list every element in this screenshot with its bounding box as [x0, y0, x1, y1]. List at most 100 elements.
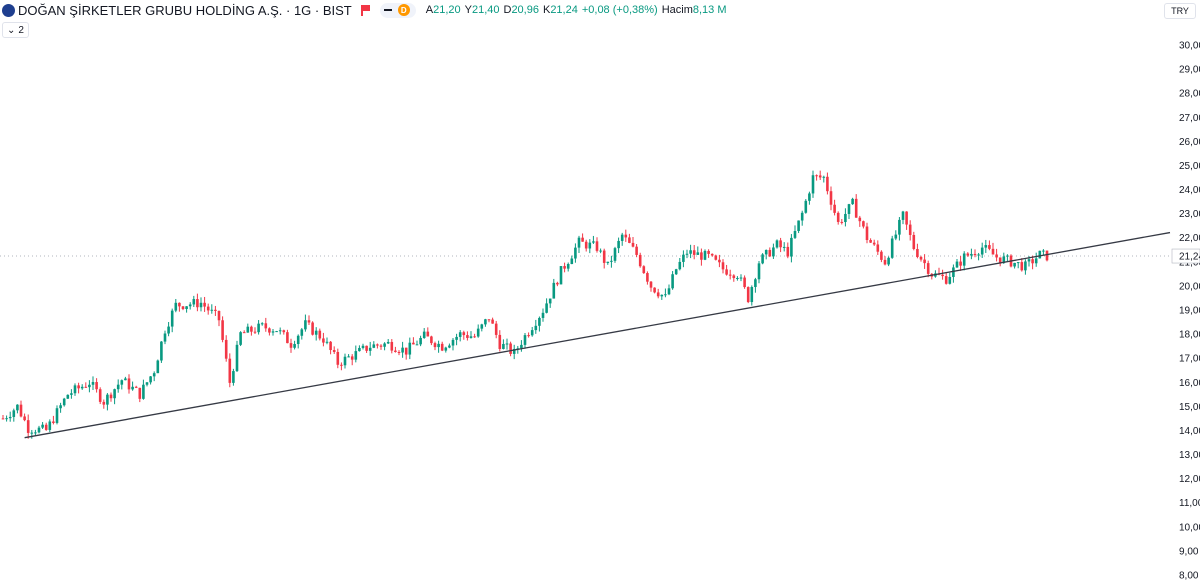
- candle-body: [908, 224, 912, 235]
- candle-body: [692, 250, 696, 255]
- candle-body: [329, 341, 332, 351]
- y-tick-label: 12,00: [1179, 474, 1200, 485]
- candle-body: [844, 213, 847, 223]
- candle-body: [739, 277, 743, 279]
- candle-body: [836, 212, 840, 222]
- candle-body: [487, 319, 491, 321]
- candle-body: [368, 347, 372, 351]
- candle-body: [278, 330, 282, 332]
- candle-body: [541, 312, 545, 318]
- candle-body: [818, 175, 822, 178]
- y-tick-label: 17,00: [1179, 354, 1200, 365]
- candle-body: [624, 234, 628, 238]
- candle-body: [725, 269, 728, 275]
- candle-body: [1024, 261, 1027, 271]
- open-value: 21,20: [433, 4, 461, 16]
- candle-body: [264, 323, 268, 329]
- candle-body: [466, 335, 469, 338]
- volume-label: Hacim: [661, 4, 693, 16]
- price-axis[interactable]: 30,00 29,00 28,00 27,00 26,00 25,00 24,00 23,00…: [1179, 41, 1200, 582]
- candle-body: [642, 266, 646, 274]
- candle-body: [408, 342, 412, 355]
- candle-body: [865, 226, 869, 241]
- candle-body: [876, 244, 880, 252]
- candle-body: [419, 337, 422, 345]
- candle-body: [674, 269, 678, 275]
- candle-body: [426, 331, 430, 337]
- candle-body: [304, 320, 307, 330]
- candle-body: [296, 335, 300, 345]
- candle-body: [631, 242, 635, 247]
- candle-body: [980, 247, 984, 255]
- candle-body: [397, 351, 401, 353]
- candle-body: [746, 287, 750, 303]
- candle-body: [772, 247, 775, 257]
- candle-body: [106, 394, 109, 405]
- candle-body: [527, 335, 530, 337]
- candle-body: [422, 331, 426, 338]
- candle-body: [617, 240, 620, 249]
- candle-body: [401, 347, 404, 353]
- candle-body: [998, 257, 1002, 263]
- candle-body: [59, 405, 62, 409]
- y-tick-label: 22,00: [1179, 233, 1200, 244]
- candle-body: [653, 287, 656, 293]
- candle-body: [768, 249, 772, 257]
- candle-body: [944, 276, 948, 284]
- trendline[interactable]: [24, 231, 1171, 439]
- candle-body: [188, 304, 192, 307]
- candle-body: [350, 356, 354, 360]
- candle-body: [671, 274, 674, 289]
- candle-body: [257, 323, 260, 333]
- y-tick-label: 10,00: [1179, 522, 1200, 533]
- candle-body: [473, 336, 476, 338]
- y-tick-label: 20,00: [1179, 281, 1200, 292]
- candle-body: [30, 432, 34, 434]
- y-tick-label: 16,00: [1179, 378, 1200, 389]
- candle-body: [170, 310, 174, 327]
- candle-body: [404, 347, 408, 355]
- candle-body: [952, 267, 955, 277]
- last-price-marker: 21,24: [1171, 248, 1200, 264]
- candle-body: [570, 258, 574, 265]
- candle-body: [163, 333, 167, 342]
- candle-body: [779, 240, 782, 248]
- candle-body: [149, 376, 152, 383]
- candle-body: [95, 382, 98, 390]
- candle-body: [678, 261, 682, 270]
- candle-body: [685, 253, 689, 255]
- candle-body: [343, 356, 347, 366]
- candle-body: [530, 330, 534, 336]
- candlestick-series: [1, 170, 1049, 439]
- candle-body: [754, 279, 757, 288]
- flag-icon[interactable]: [360, 5, 370, 16]
- candle-body: [534, 325, 538, 331]
- candle-body: [12, 410, 16, 417]
- status-pill[interactable]: D: [379, 2, 416, 18]
- symbol-logo-icon: [2, 3, 15, 17]
- symbol-title[interactable]: DOĞAN ŞİRKETLER GRUBU HOLDİNG A.Ş. · 1G …: [18, 2, 352, 18]
- currency-button[interactable]: TRY: [1164, 3, 1196, 19]
- candle-body: [991, 248, 995, 255]
- candle-body: [545, 303, 548, 313]
- candle-body: [912, 234, 916, 249]
- candle-body: [462, 332, 466, 336]
- indicators-toggle[interactable]: ⌄ 2: [2, 22, 29, 38]
- candle-body: [926, 263, 930, 274]
- candle-body: [1031, 259, 1034, 264]
- candle-body: [743, 277, 746, 288]
- candle-body: [512, 348, 516, 354]
- candle-body: [613, 248, 617, 261]
- candle-body: [228, 358, 232, 383]
- candle-body: [383, 343, 386, 347]
- candle-body: [336, 351, 340, 365]
- candle-body: [1, 418, 5, 420]
- candle-body: [854, 198, 858, 218]
- candle-body: [948, 276, 952, 284]
- candle-body: [16, 404, 19, 411]
- candle-body: [764, 249, 768, 255]
- candle-body: [145, 382, 149, 385]
- candle-body: [127, 378, 131, 390]
- candle-body: [563, 266, 566, 269]
